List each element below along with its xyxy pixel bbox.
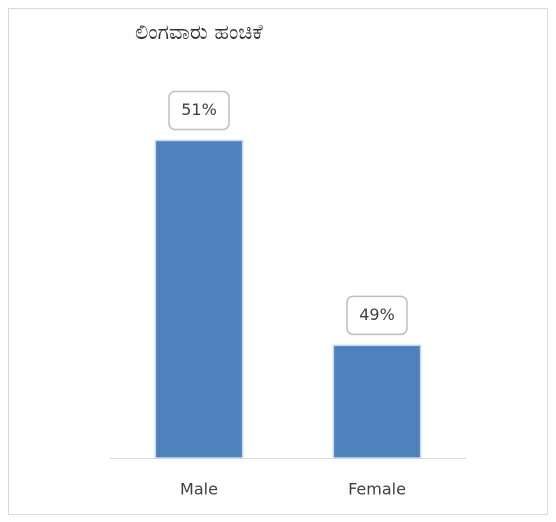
x-tick-label: Female	[348, 480, 406, 499]
chart-title: ಲಿಂಗವಾರು ಹಂಚಿಕೆ	[135, 20, 263, 44]
value-label: 51%	[181, 100, 217, 119]
chart-frame	[8, 8, 548, 515]
value-label-box	[346, 295, 408, 336]
bar	[332, 344, 422, 459]
x-tick-label: Male	[180, 480, 218, 499]
bar	[154, 139, 244, 459]
value-label-box	[168, 90, 230, 131]
value-label: 49%	[359, 305, 395, 324]
